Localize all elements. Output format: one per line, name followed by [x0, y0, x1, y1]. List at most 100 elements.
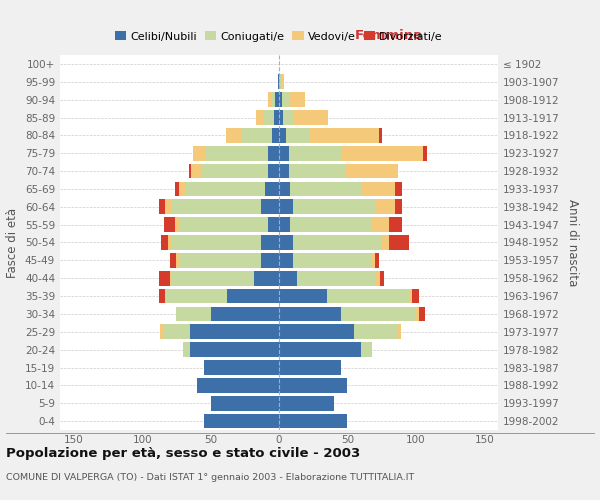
Bar — [204, 414, 279, 428]
Bar — [254, 271, 279, 285]
Bar — [419, 306, 425, 322]
Bar — [279, 414, 347, 428]
Bar — [191, 164, 202, 178]
Y-axis label: Fasce di età: Fasce di età — [7, 208, 19, 278]
Bar — [179, 253, 261, 268]
Bar — [172, 200, 261, 214]
Bar — [310, 128, 379, 142]
Bar — [164, 218, 175, 232]
Bar — [279, 271, 297, 285]
Bar — [158, 289, 166, 304]
Bar — [293, 253, 372, 268]
Bar — [372, 218, 389, 232]
Bar — [261, 253, 279, 268]
Bar — [395, 182, 402, 196]
Bar — [361, 182, 395, 196]
Bar — [293, 200, 375, 214]
Legend: Celibi/Nubili, Coniugati/e, Vedovi/e, Divorziati/e: Celibi/Nubili, Coniugati/e, Vedovi/e, Di… — [111, 27, 447, 46]
Bar — [279, 200, 293, 214]
Bar — [166, 200, 172, 214]
Bar — [197, 378, 279, 392]
Bar — [275, 92, 279, 107]
Bar — [282, 92, 289, 107]
Bar — [172, 235, 261, 250]
Bar — [341, 306, 416, 322]
Bar — [227, 289, 279, 304]
Bar — [286, 128, 310, 142]
Bar — [416, 306, 419, 322]
Bar — [375, 253, 379, 268]
Bar — [242, 128, 272, 142]
Bar — [261, 200, 279, 214]
Bar — [361, 342, 372, 357]
Bar — [290, 182, 361, 196]
Bar — [293, 235, 382, 250]
Bar — [279, 164, 289, 178]
Bar — [274, 110, 279, 125]
Bar — [398, 324, 401, 339]
Bar — [278, 74, 279, 89]
Bar — [169, 271, 172, 285]
Bar — [279, 182, 290, 196]
Bar — [395, 200, 402, 214]
Bar — [272, 128, 279, 142]
Bar — [175, 218, 179, 232]
Bar — [279, 360, 341, 375]
Bar — [226, 128, 242, 142]
Bar — [268, 92, 271, 107]
Bar — [268, 218, 279, 232]
Bar — [341, 146, 423, 160]
Bar — [379, 128, 382, 142]
Bar — [279, 110, 283, 125]
Bar — [289, 164, 346, 178]
Bar — [297, 271, 376, 285]
Bar — [283, 110, 294, 125]
Bar — [279, 306, 341, 322]
Bar — [158, 271, 169, 285]
Bar — [327, 289, 409, 304]
Bar — [169, 253, 176, 268]
Bar — [376, 271, 380, 285]
Bar — [261, 235, 279, 250]
Bar — [409, 289, 412, 304]
Bar — [279, 92, 282, 107]
Bar — [279, 128, 286, 142]
Bar — [382, 235, 389, 250]
Bar — [290, 218, 372, 232]
Bar — [279, 218, 290, 232]
Bar — [279, 235, 293, 250]
Bar — [279, 74, 282, 89]
Bar — [163, 324, 190, 339]
Bar — [256, 110, 263, 125]
Bar — [190, 324, 279, 339]
Bar — [279, 378, 347, 392]
Bar — [188, 164, 191, 178]
Bar — [279, 396, 334, 410]
Bar — [289, 146, 341, 160]
Y-axis label: Anni di nascita: Anni di nascita — [566, 199, 579, 286]
Bar — [346, 164, 398, 178]
Bar — [166, 289, 227, 304]
Bar — [279, 253, 293, 268]
Bar — [289, 92, 305, 107]
Bar — [193, 146, 206, 160]
Bar — [206, 146, 268, 160]
Bar — [202, 164, 268, 178]
Bar — [389, 218, 402, 232]
Bar — [380, 271, 385, 285]
Bar — [354, 324, 398, 339]
Bar — [175, 182, 179, 196]
Bar — [279, 289, 327, 304]
Bar — [375, 200, 395, 214]
Bar — [211, 306, 279, 322]
Bar — [294, 110, 328, 125]
Bar — [168, 235, 172, 250]
Bar — [161, 235, 168, 250]
Bar — [263, 110, 274, 125]
Bar — [265, 182, 279, 196]
Text: COMUNE DI VALPERGA (TO) - Dati ISTAT 1° gennaio 2003 - Elaborazione TUTTITALIA.I: COMUNE DI VALPERGA (TO) - Dati ISTAT 1° … — [6, 472, 414, 482]
Bar — [204, 360, 279, 375]
Bar — [279, 324, 354, 339]
Text: Femmine: Femmine — [355, 29, 422, 42]
Bar — [190, 342, 279, 357]
